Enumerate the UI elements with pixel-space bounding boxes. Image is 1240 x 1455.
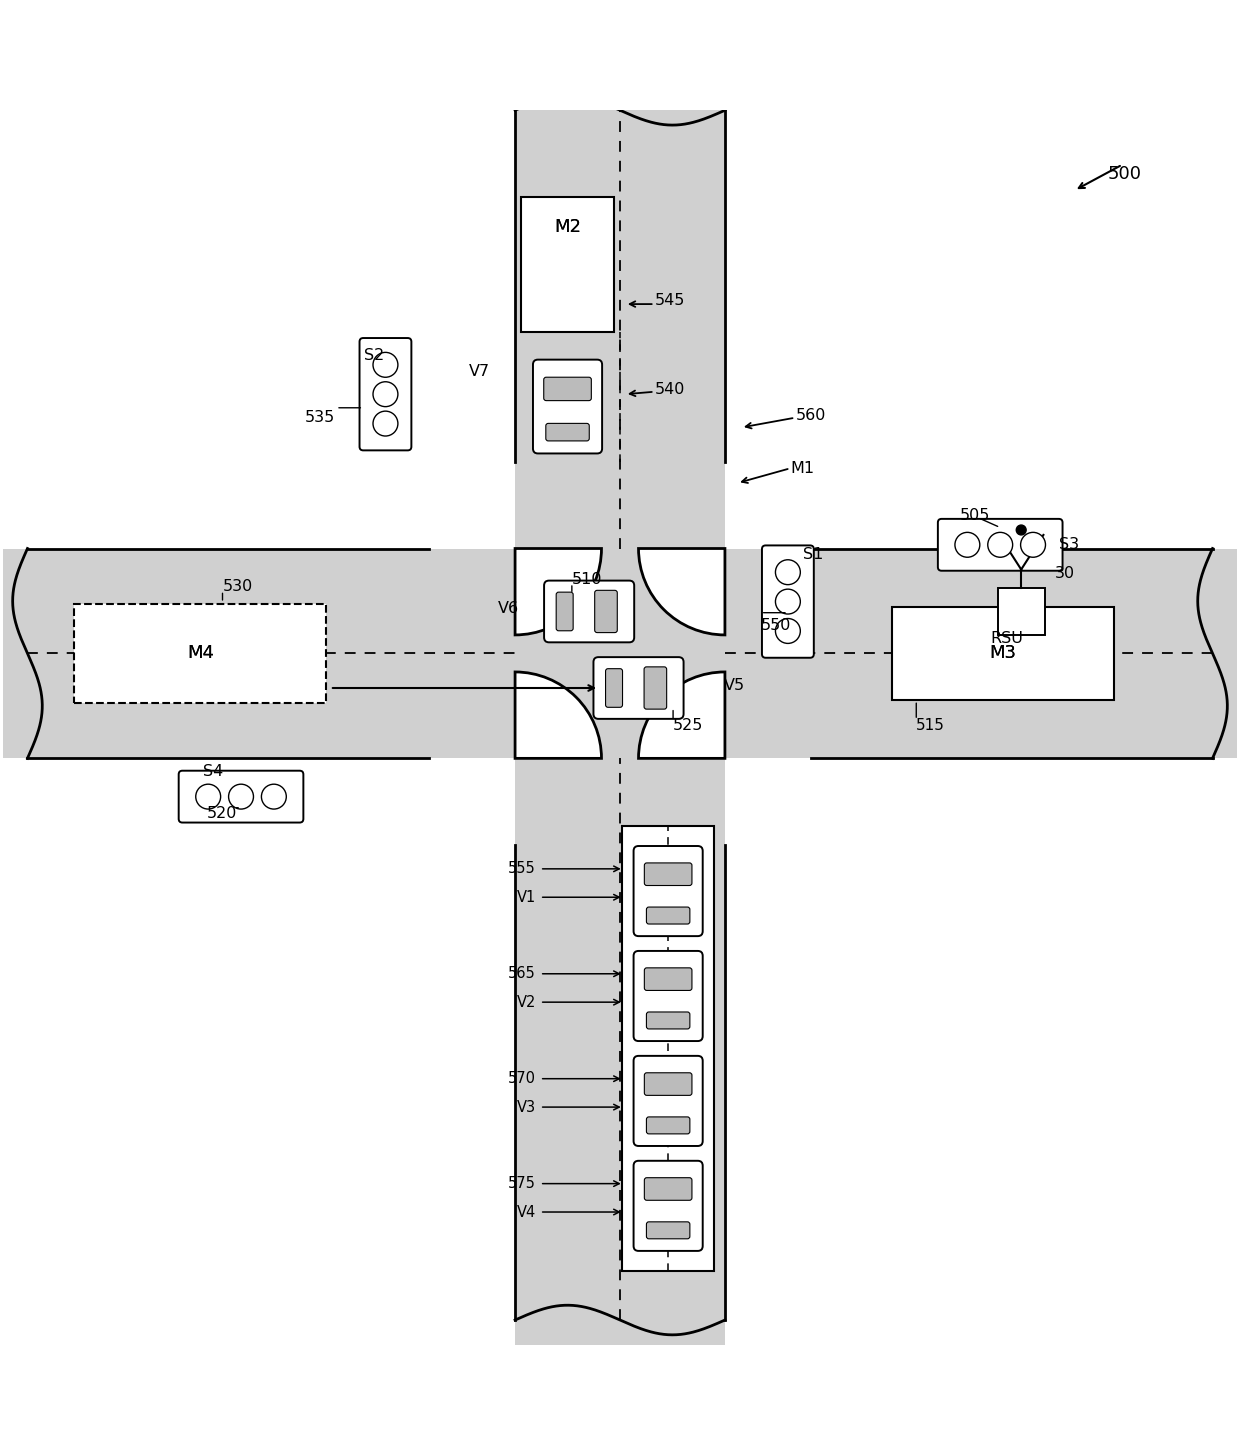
FancyBboxPatch shape	[634, 845, 703, 936]
Text: V6: V6	[497, 601, 518, 617]
Text: 535: 535	[305, 410, 336, 425]
Bar	[892, 607, 1114, 700]
Bar	[998, 588, 1044, 634]
Circle shape	[373, 381, 398, 406]
FancyBboxPatch shape	[645, 863, 692, 886]
FancyBboxPatch shape	[179, 771, 304, 822]
Text: 550: 550	[760, 617, 791, 633]
Text: 555: 555	[508, 861, 536, 876]
FancyBboxPatch shape	[557, 592, 573, 631]
FancyBboxPatch shape	[646, 1013, 689, 1029]
Text: V4: V4	[517, 1205, 536, 1219]
Text: 540: 540	[655, 381, 684, 397]
Text: M1: M1	[790, 461, 815, 476]
Text: 510: 510	[572, 572, 603, 586]
Text: 565: 565	[508, 966, 536, 981]
Circle shape	[228, 784, 253, 809]
FancyBboxPatch shape	[634, 1056, 703, 1147]
Text: 570: 570	[508, 1071, 536, 1087]
Text: 505: 505	[960, 508, 990, 522]
Text: 560: 560	[795, 407, 826, 423]
FancyBboxPatch shape	[605, 669, 622, 707]
Text: M4: M4	[187, 645, 213, 662]
Text: V5: V5	[724, 678, 745, 693]
FancyBboxPatch shape	[546, 423, 589, 441]
FancyBboxPatch shape	[646, 1222, 689, 1238]
FancyBboxPatch shape	[646, 1117, 689, 1133]
Circle shape	[775, 589, 800, 614]
Circle shape	[988, 533, 1013, 557]
Bar	[521, 196, 614, 333]
Text: 500: 500	[1107, 166, 1142, 183]
Polygon shape	[725, 549, 1240, 758]
Circle shape	[262, 784, 286, 809]
Circle shape	[1021, 533, 1045, 557]
Wedge shape	[515, 672, 601, 758]
Text: M2: M2	[554, 218, 582, 236]
Text: S3: S3	[1059, 537, 1080, 553]
Wedge shape	[515, 549, 601, 634]
Text: M3: M3	[990, 645, 1016, 662]
Polygon shape	[515, 549, 725, 758]
Text: V1: V1	[517, 890, 536, 905]
Polygon shape	[2, 549, 515, 758]
Text: M3: M3	[990, 645, 1016, 662]
Wedge shape	[639, 549, 725, 634]
FancyBboxPatch shape	[543, 377, 591, 400]
Text: S2: S2	[365, 348, 384, 364]
Circle shape	[373, 412, 398, 436]
Circle shape	[775, 618, 800, 643]
Text: S1: S1	[802, 547, 823, 562]
Text: 515: 515	[916, 717, 945, 732]
Circle shape	[196, 784, 221, 809]
Circle shape	[775, 560, 800, 585]
FancyBboxPatch shape	[360, 338, 412, 451]
FancyBboxPatch shape	[937, 519, 1063, 570]
FancyBboxPatch shape	[595, 591, 618, 633]
FancyBboxPatch shape	[594, 658, 683, 719]
FancyBboxPatch shape	[645, 1177, 692, 1200]
Text: V2: V2	[517, 995, 536, 1010]
Text: 525: 525	[673, 717, 703, 732]
FancyBboxPatch shape	[533, 359, 603, 454]
Text: S4: S4	[203, 764, 223, 780]
FancyBboxPatch shape	[761, 546, 813, 658]
Bar	[622, 826, 714, 1270]
Text: 545: 545	[655, 292, 684, 308]
Text: RSU: RSU	[990, 631, 1023, 646]
Wedge shape	[639, 672, 725, 758]
Text: M2: M2	[554, 218, 582, 236]
FancyBboxPatch shape	[634, 952, 703, 1040]
Polygon shape	[515, 758, 725, 1344]
Text: 575: 575	[508, 1176, 536, 1192]
FancyBboxPatch shape	[646, 906, 689, 924]
Text: 530: 530	[222, 579, 253, 594]
Circle shape	[1017, 525, 1027, 535]
FancyBboxPatch shape	[544, 581, 634, 642]
FancyBboxPatch shape	[74, 604, 326, 703]
Text: 520: 520	[207, 806, 237, 822]
Circle shape	[955, 533, 980, 557]
Polygon shape	[515, 86, 725, 549]
Text: V3: V3	[517, 1100, 536, 1115]
FancyBboxPatch shape	[644, 666, 667, 709]
Text: M4: M4	[187, 645, 213, 662]
FancyBboxPatch shape	[645, 1072, 692, 1096]
Text: 30: 30	[1054, 566, 1075, 581]
Circle shape	[373, 352, 398, 377]
Text: V7: V7	[469, 365, 490, 380]
FancyBboxPatch shape	[634, 1161, 703, 1251]
FancyBboxPatch shape	[645, 968, 692, 991]
